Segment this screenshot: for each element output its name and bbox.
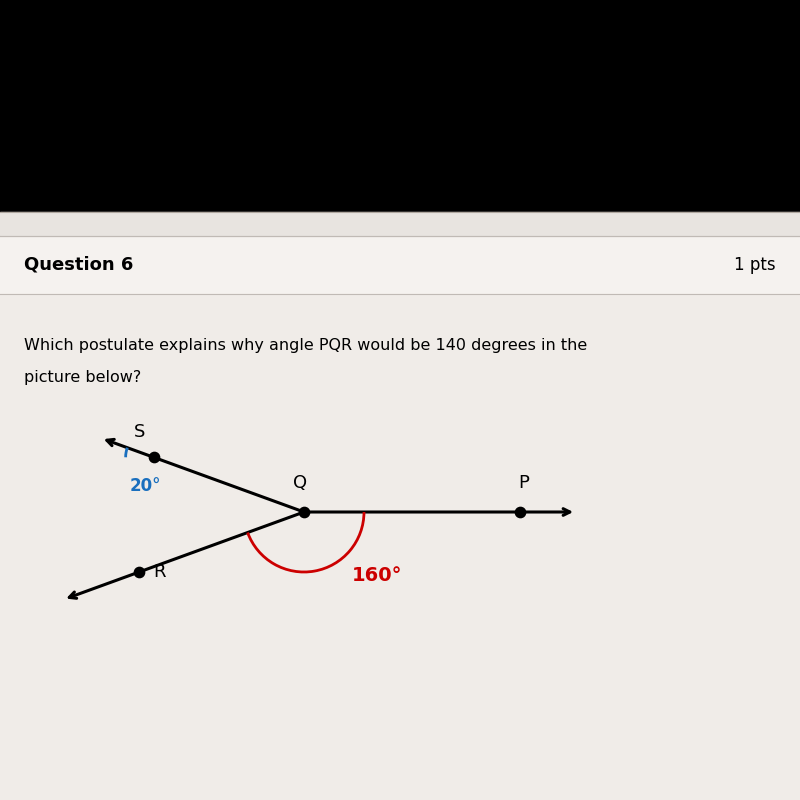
Text: picture below?: picture below? — [24, 370, 142, 385]
Bar — [0, 0, 800, 212]
Bar — [0, 294, 800, 800]
Text: 160°: 160° — [352, 566, 402, 585]
Point — [147, 451, 160, 464]
Point — [514, 506, 526, 518]
Text: Q: Q — [293, 474, 307, 492]
Point — [298, 506, 310, 518]
Point — [132, 566, 145, 578]
Text: S: S — [134, 423, 146, 442]
Text: P: P — [518, 474, 530, 492]
Text: R: R — [153, 563, 166, 581]
Text: 1 pts: 1 pts — [734, 256, 776, 274]
Bar — [0, 236, 800, 294]
Text: 20°: 20° — [130, 478, 162, 495]
Bar — [0, 212, 800, 236]
Text: Which postulate explains why angle PQR would be 140 degrees in the: Which postulate explains why angle PQR w… — [24, 338, 587, 353]
Text: Question 6: Question 6 — [24, 256, 134, 274]
